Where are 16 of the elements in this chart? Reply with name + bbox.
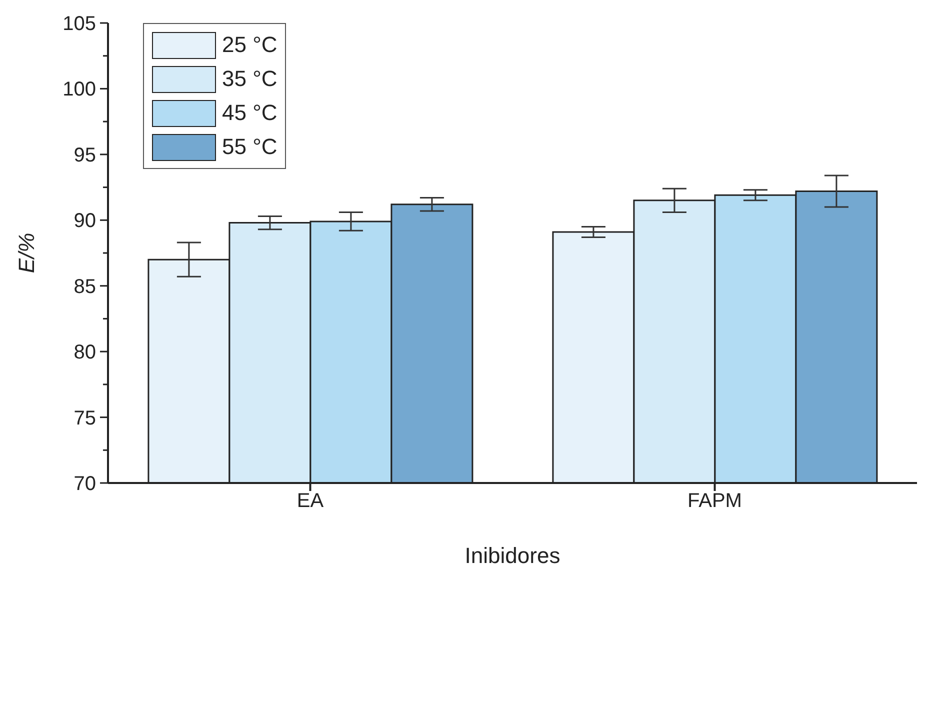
legend-label: 55 °C <box>222 134 278 160</box>
y-tick-label: 105 <box>62 13 96 35</box>
y-axis-title: E/% <box>14 232 39 274</box>
x-tick-label: EA <box>296 490 324 512</box>
y-tick-label: 90 <box>74 210 96 232</box>
y-tick-label: 75 <box>74 407 96 430</box>
y-tick-label: 80 <box>74 342 96 364</box>
x-tick-label: FAPM <box>688 490 742 512</box>
legend-label: 25 °C <box>222 32 278 58</box>
y-tick-label: 70 <box>74 473 96 495</box>
x-axis-title: Inibidores <box>464 543 560 568</box>
legend-label: 45 °C <box>222 100 278 126</box>
legend-label: 35 °C <box>222 66 278 92</box>
y-tick-label: 95 <box>74 144 96 166</box>
y-tick-label: 85 <box>74 276 96 298</box>
y-tick-label: 100 <box>62 78 96 101</box>
